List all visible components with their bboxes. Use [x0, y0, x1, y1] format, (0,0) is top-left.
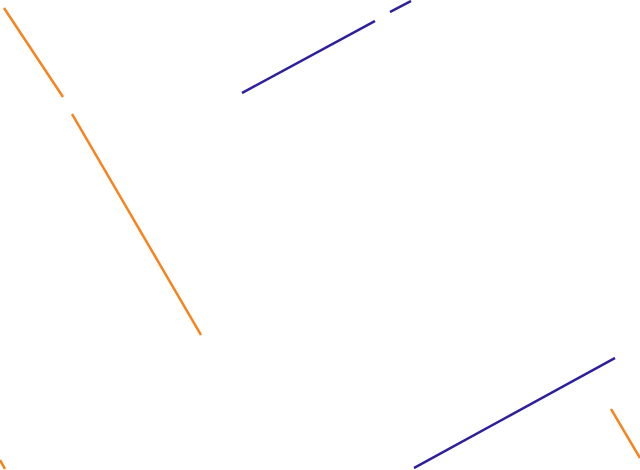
blue-segment	[389, 0, 412, 14]
blue-segment	[241, 19, 376, 95]
blue-segment	[413, 356, 616, 470]
orange-segment	[0, 459, 7, 470]
orange-segment	[609, 408, 640, 459]
orange-segment	[70, 113, 203, 336]
orange-segment	[2, 7, 65, 98]
